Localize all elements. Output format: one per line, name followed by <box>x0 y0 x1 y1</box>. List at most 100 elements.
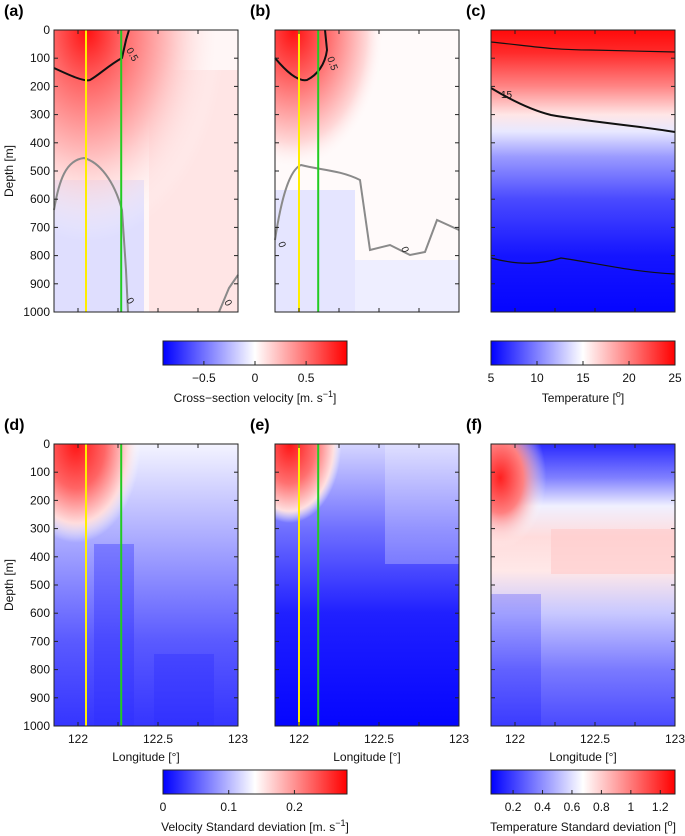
y-tick-label: 200 <box>30 493 50 507</box>
isotherm-upper <box>490 41 676 53</box>
contour-label: 0 <box>275 240 287 249</box>
colorbar-tick-label: 25 <box>668 371 682 385</box>
y-tick-label: 600 <box>30 606 50 620</box>
isotherm-15 <box>490 87 676 133</box>
colorbar-title-sup: o <box>616 389 621 399</box>
temperature-std-hotspot <box>491 444 675 726</box>
y-tick-label: 400 <box>30 136 50 150</box>
contour-0-line-right <box>218 274 239 313</box>
colorbar-title: Temperature [o] <box>542 389 624 405</box>
contour-0.5-line <box>274 29 329 82</box>
colorbar-tick-label: 20 <box>622 371 636 385</box>
colorbar-title: Temperature Standard deviation [o] <box>490 818 676 834</box>
x-tick-label: 123 <box>449 732 469 746</box>
colorbar-tick-label: −0.5 <box>192 371 216 385</box>
colorbar-tick-label: 0.1 <box>220 800 237 814</box>
x-tick-label: 122.5 <box>143 732 173 746</box>
y-axis-label: Depth [m] <box>2 559 16 611</box>
colorbar-tick-label: 0.2 <box>286 800 303 814</box>
colorbar-title-main: Velocity Standard deviation [m. s <box>161 820 335 834</box>
y-tick-label: 100 <box>30 465 50 479</box>
y-tick-label: 500 <box>30 164 50 178</box>
panel-d: (d) 0 100 200 300 400 500 600 700 800 900 1000 122 12… <box>2 417 248 764</box>
colorbar-title-main: Cross−section velocity [m. s <box>174 391 323 405</box>
contour-0.5-line <box>53 29 130 82</box>
colorbar-tick-label: 0.5 <box>298 371 315 385</box>
colorbar-title-main: Temperature Standard deviation [ <box>490 820 668 834</box>
colorbar-tick-label: 1 <box>627 800 634 814</box>
colorbar-title: Cross−section velocity [m. s−1] <box>174 389 337 405</box>
panel-label: (e) <box>250 417 270 434</box>
panel-label: (f) <box>466 417 482 434</box>
y-tick-label: 500 <box>30 578 50 592</box>
colorbar-title-sup: −1 <box>323 389 333 399</box>
velocity-std-jet <box>275 444 459 726</box>
velocity-jet-core <box>54 30 238 312</box>
colorbar-title-end: ] <box>673 820 676 834</box>
x-tick-label: 122 <box>289 732 309 746</box>
colorbar-tick-label: 10 <box>530 371 544 385</box>
panel-label: (a) <box>4 3 24 20</box>
colorbar-3: 0 0.1 0.2 Velocity Standard deviation [m. s… <box>160 769 349 834</box>
panel-e: (e) 122 122.5 123 Longitude [°] <box>250 417 469 764</box>
velocity-std-jet <box>54 444 238 726</box>
colorbar-title-sup: o <box>668 818 673 828</box>
colorbar-tick-label: 5 <box>488 371 495 385</box>
colorbar-title-end: ] <box>346 820 349 834</box>
y-tick-label: 1000 <box>23 719 50 733</box>
colorbar-tick-label: 0.2 <box>505 800 522 814</box>
y-tick-label: 700 <box>30 220 50 234</box>
contour-0-line <box>274 163 460 257</box>
colorbar-4: 0.2 0.4 0.6 0.8 1 1.2 Temperature Standard dev… <box>490 769 676 834</box>
contour-label: 15 <box>501 90 513 101</box>
y-tick-label: 600 <box>30 192 50 206</box>
x-tick-label: 123 <box>228 732 248 746</box>
panel-c: 15 (c) <box>466 3 676 313</box>
y-tick-label: 0 <box>43 23 50 37</box>
x-axis-label: Longitude [°] <box>112 750 180 764</box>
low-std-region <box>491 594 541 726</box>
panel-label: (c) <box>466 3 486 20</box>
velocity-jet-core <box>275 30 459 312</box>
colorbar-tick-label: 0.4 <box>534 800 551 814</box>
colorbar-tick-label: 0.8 <box>593 800 610 814</box>
y-tick-label: 300 <box>30 522 50 536</box>
colorbar-tick-label: 1.2 <box>652 800 669 814</box>
temperature-field <box>491 30 675 312</box>
panel-label: (d) <box>4 417 24 434</box>
contour-0-line <box>53 156 129 313</box>
y-tick-label: 900 <box>30 691 50 705</box>
panel-b: 0.5 0 0 (b) <box>250 3 460 313</box>
colorbar-tick-label: 0.6 <box>564 800 581 814</box>
y-tick-label: 200 <box>30 79 50 93</box>
x-tick-label: 122 <box>68 732 88 746</box>
contour-label: 0 <box>221 298 234 309</box>
colorbar-title-sup: −1 <box>335 818 345 828</box>
colorbar-title-end: ] <box>333 391 336 405</box>
colorbar-tick-label: 0 <box>160 800 167 814</box>
y-tick-label: 700 <box>30 634 50 648</box>
contour-label: 0.5 <box>324 55 339 72</box>
isotherm-lower <box>490 257 676 275</box>
x-axis-label: Longitude [°] <box>549 750 617 764</box>
colorbar-gradient <box>162 769 348 795</box>
y-tick-label: 0 <box>43 437 50 451</box>
y-tick-label: 300 <box>30 108 50 122</box>
y-tick-label: 1000 <box>23 305 50 319</box>
panel-label: (b) <box>250 3 270 20</box>
y-tick-label: 100 <box>30 51 50 65</box>
x-tick-label: 123 <box>665 732 685 746</box>
contour-label: 0 <box>398 245 410 254</box>
contour-label: 0 <box>123 296 136 307</box>
x-axis-label: Longitude [°] <box>333 750 401 764</box>
colorbar-tick-label: 15 <box>576 371 590 385</box>
y-tick-label: 900 <box>30 277 50 291</box>
colorbar-2: 5 10 15 20 25 Temperature [o] <box>488 340 682 405</box>
colorbar-tick-label: 0 <box>252 371 259 385</box>
x-tick-label: 122.5 <box>364 732 394 746</box>
colorbar-title: Velocity Standard deviation [m. s−1] <box>161 818 349 834</box>
panel-a: 0.50 0(a)01002003004005006007008009001000… <box>2 3 239 319</box>
y-axis-label: Depth [m] <box>2 145 16 197</box>
colorbar-gradient <box>490 769 676 795</box>
